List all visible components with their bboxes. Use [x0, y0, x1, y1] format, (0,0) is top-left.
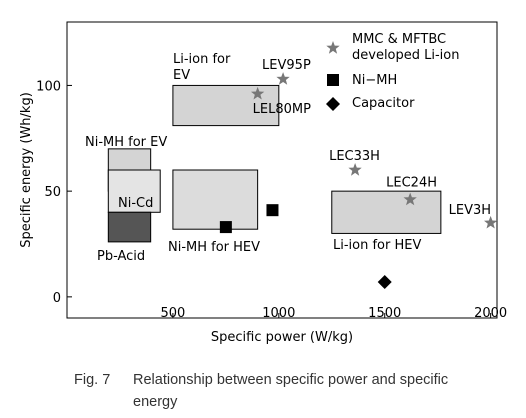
x-axis-label: Specific power (W/kg)	[211, 330, 353, 345]
point-label: LEC24H	[386, 176, 437, 191]
caption: Relationship between specific power and …	[133, 372, 449, 410]
y-axis-label: Specific energy (Wh/kg)	[19, 92, 34, 248]
caption-label: Fig. 7	[74, 372, 111, 388]
y-tick-label: 0	[53, 291, 61, 306]
region-label: Ni-Cd	[118, 196, 154, 211]
legend-marker	[326, 97, 340, 111]
point	[266, 204, 279, 217]
point	[251, 86, 265, 100]
point	[348, 163, 362, 176]
point-label: LEC33H	[329, 149, 380, 164]
region-label: Ni-MH for EV	[85, 135, 168, 150]
region	[331, 190, 442, 234]
x-tick-label: 1000	[262, 306, 295, 321]
x-tick-label: 2000	[474, 306, 507, 321]
point-label: LEV3H	[449, 203, 491, 218]
region-label: Ni-MH for HEV	[168, 240, 261, 255]
legend-marker	[326, 41, 340, 54]
point	[377, 275, 392, 290]
region	[107, 211, 152, 243]
legend-label: MMC & MFTBC developed Li-ion	[352, 32, 460, 63]
region-label: Pb-Acid	[97, 249, 146, 264]
plot-frame	[66, 21, 498, 319]
region	[107, 169, 161, 213]
legend-marker	[327, 74, 339, 86]
x-tick-label: 1500	[368, 306, 401, 321]
point	[403, 192, 417, 206]
x-tick-label: 500	[160, 306, 185, 321]
legend-label: Ni−MH	[352, 73, 398, 88]
region	[172, 169, 259, 230]
y-tick-label: 100	[36, 79, 61, 94]
point	[276, 72, 290, 85]
point	[484, 215, 498, 229]
point-label: LEL80MP	[253, 102, 311, 117]
y-tick-label: 50	[44, 185, 61, 200]
point	[219, 221, 232, 234]
point-label: LEV95P	[262, 58, 311, 73]
region-label: Li-ion for HEV	[333, 238, 422, 253]
region-label: Li-ion for EV	[173, 52, 231, 83]
legend-label: Capacitor	[352, 96, 415, 111]
